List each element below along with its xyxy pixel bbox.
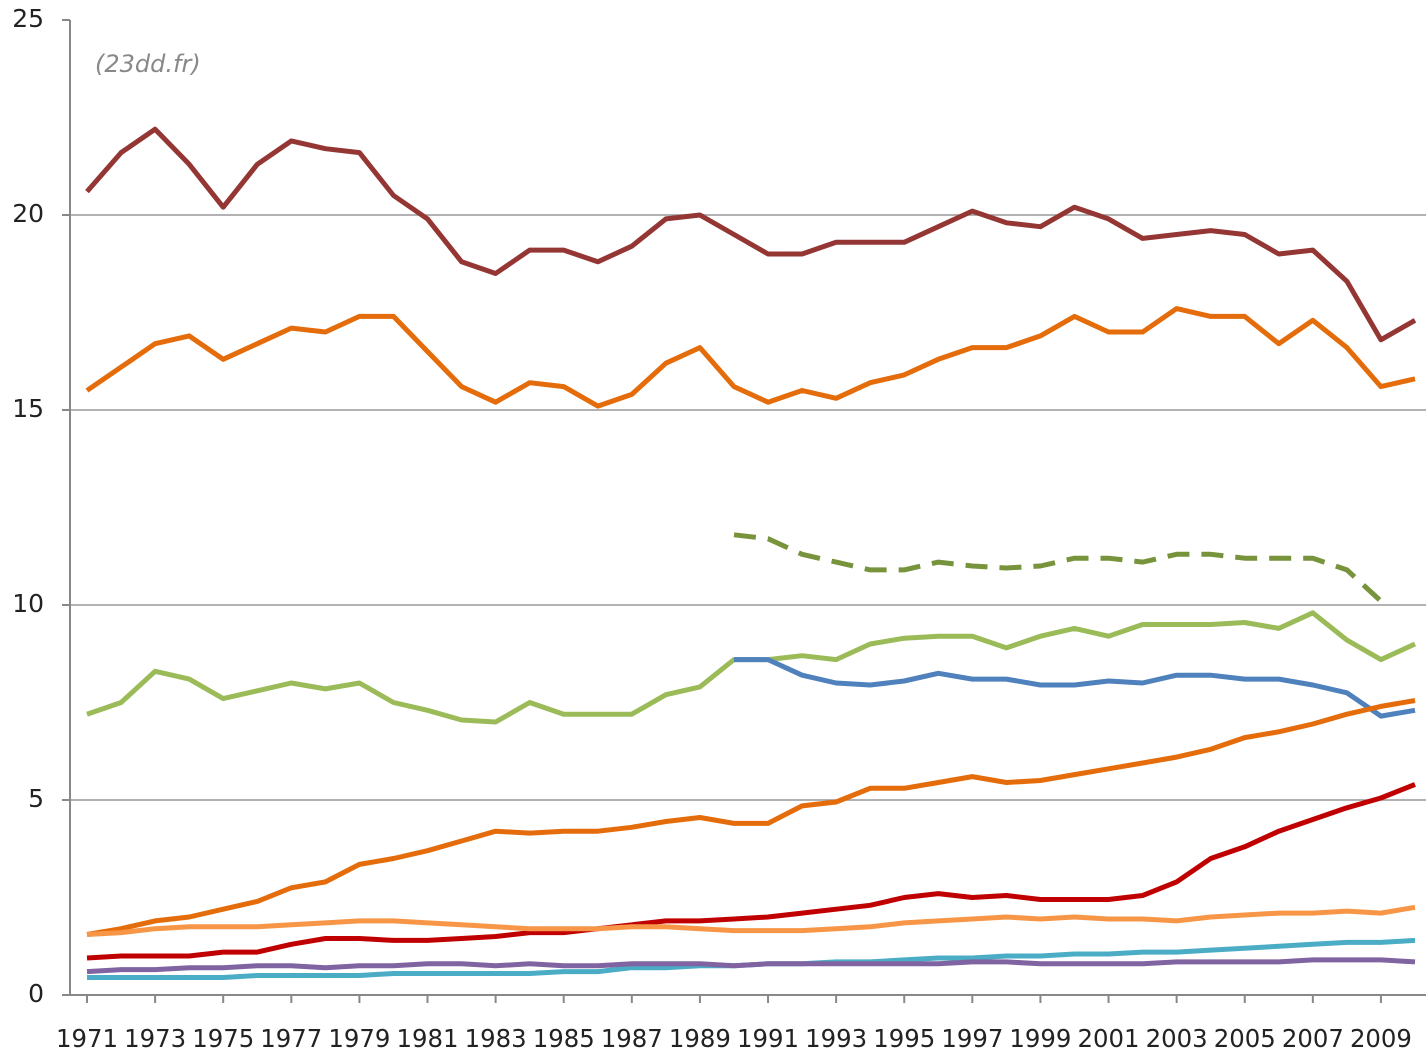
series-line [85, 306, 1416, 409]
series-line [86, 904, 1416, 937]
series-line [733, 532, 1383, 603]
x-tick-label: 1993 [805, 1024, 867, 1053]
x-tick-label: 1977 [260, 1024, 322, 1053]
x-tick-label: 2003 [1146, 1024, 1208, 1053]
series-line [86, 782, 1416, 961]
series-line [85, 126, 1417, 343]
y-tick-label: 15 [12, 394, 44, 423]
annotation: (23dd.fr) [95, 50, 201, 78]
x-tick-label: 1983 [465, 1024, 527, 1053]
x-tick-label: 1975 [192, 1024, 254, 1053]
x-tick-label: 1987 [601, 1024, 663, 1053]
series-line [734, 657, 1416, 719]
series-line [86, 698, 1416, 937]
y-tick-label: 20 [12, 199, 44, 228]
x-tick-label: 1973 [124, 1024, 186, 1053]
series-line [86, 957, 1416, 975]
x-tick-label: 1971 [56, 1024, 118, 1053]
x-tick-label: 1989 [669, 1024, 731, 1053]
x-tick-label: 2001 [1078, 1024, 1140, 1053]
x-tick-label: 1999 [1009, 1024, 1071, 1053]
x-tick-label: 1985 [533, 1024, 595, 1053]
x-tick-label: 2005 [1214, 1024, 1276, 1053]
x-tick-label: 1997 [941, 1024, 1003, 1053]
x-tick-label: 1981 [397, 1024, 459, 1053]
y-tick-label: 10 [12, 589, 44, 618]
x-tick-label: 2009 [1350, 1024, 1412, 1053]
series-line [86, 610, 1417, 725]
x-tick-label: 1991 [737, 1024, 799, 1053]
y-tick-label: 5 [28, 784, 44, 813]
x-tick-label: 2007 [1282, 1024, 1344, 1053]
y-tick-label: 25 [12, 4, 44, 33]
x-tick-label: 1995 [873, 1024, 935, 1053]
y-tick-label: 0 [28, 979, 44, 1008]
x-tick-label: 1979 [328, 1024, 390, 1053]
